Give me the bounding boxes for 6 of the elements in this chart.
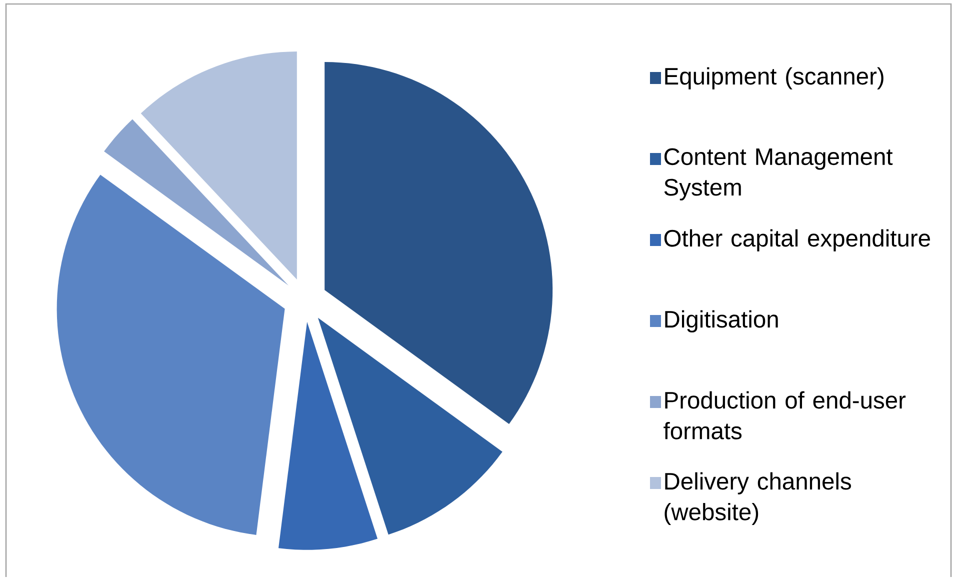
legend-label: Production of end-user formats: [664, 391, 906, 440]
legend-label: Other capital expenditure: [664, 229, 930, 252]
legend-label: Delivery channels (website): [664, 472, 851, 526]
legend-label: Digitisation: [665, 310, 778, 332]
legend-label: Content Management System: [664, 148, 893, 200]
legend-label: Equipment (scanner): [665, 67, 884, 90]
